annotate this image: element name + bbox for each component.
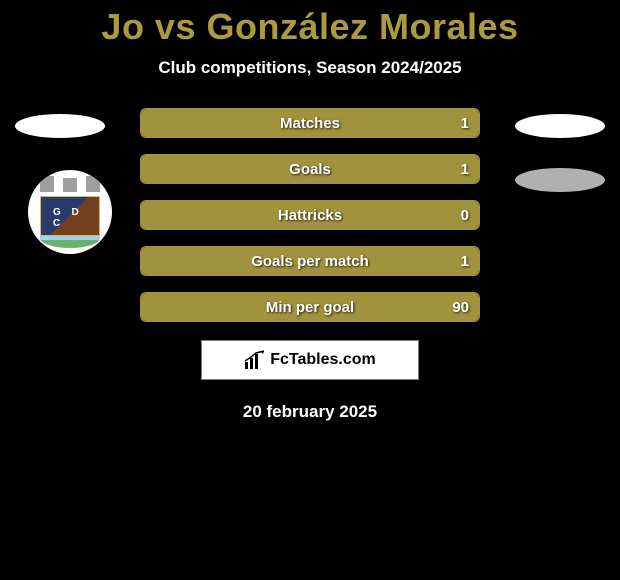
stats-table: Matches 1 Goals 1 Hattricks 0 Goals per … [140, 108, 480, 322]
stat-value: 1 [461, 161, 469, 178]
brand-box: FcTables.com [201, 340, 419, 380]
badge-shield: G D C [40, 196, 100, 236]
club-badge: G D C [28, 170, 112, 254]
player-disc-right-1 [515, 114, 605, 138]
stat-label: Goals per match [251, 253, 369, 270]
player-disc-right-2 [515, 168, 605, 192]
player-disc-left [15, 114, 105, 138]
stat-row-matches: Matches 1 [140, 108, 480, 138]
page-title: Jo vs González Morales [0, 6, 620, 48]
badge-tower-right [86, 176, 100, 192]
badge-bridge [40, 236, 100, 248]
root: Jo vs González Morales Club competitions… [0, 0, 620, 580]
stat-row-goals: Goals 1 [140, 154, 480, 184]
stat-value: 1 [461, 253, 469, 270]
badge-towers [40, 176, 100, 194]
stat-label: Matches [280, 115, 340, 132]
badge-letters: G D C [53, 207, 99, 229]
stat-label: Goals [289, 161, 331, 178]
chart-icon [244, 350, 266, 370]
stat-label: Min per goal [266, 299, 354, 316]
stat-value: 0 [461, 207, 469, 224]
stat-row-mpg: Min per goal 90 [140, 292, 480, 322]
date-text: 20 february 2025 [0, 402, 620, 422]
stat-value: 90 [452, 299, 469, 316]
brand-text: FcTables.com [270, 351, 376, 369]
stat-row-hattricks: Hattricks 0 [140, 200, 480, 230]
stat-label: Hattricks [278, 207, 342, 224]
stat-value: 1 [461, 115, 469, 132]
page-subtitle: Club competitions, Season 2024/2025 [0, 58, 620, 78]
badge-tower-left [40, 176, 54, 192]
badge-tower-mid [63, 178, 77, 192]
main-area: G D C Matches 1 Goals 1 Hattricks 0 [0, 108, 620, 422]
stat-row-gpm: Goals per match 1 [140, 246, 480, 276]
